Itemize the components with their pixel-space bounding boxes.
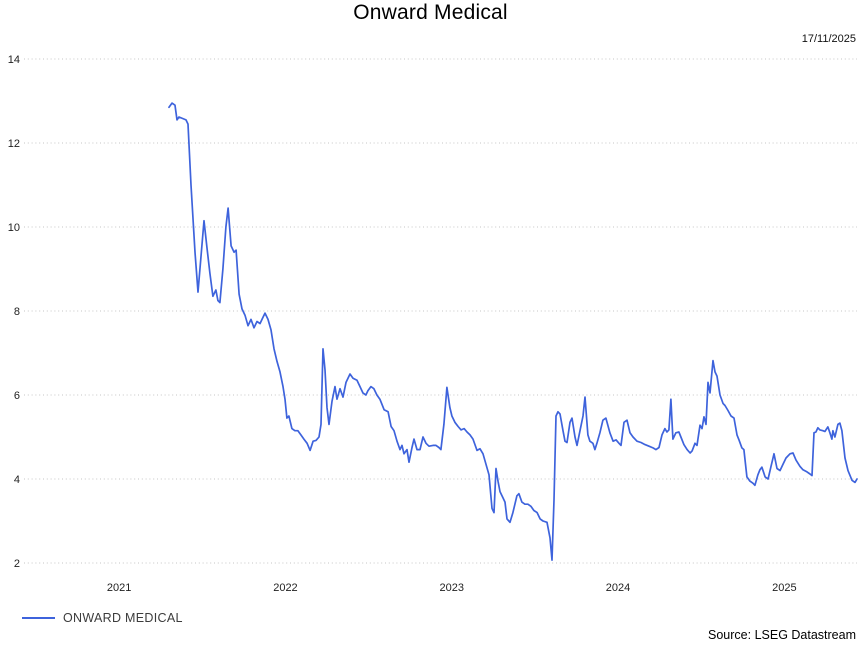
- legend: ONWARD MEDICAL: [22, 611, 183, 625]
- y-tick-label: 12: [8, 138, 20, 150]
- y-tick-label: 4: [14, 474, 20, 486]
- x-tick-label: 2024: [606, 582, 630, 594]
- chart-title: Onward Medical: [353, 1, 508, 24]
- y-tick-label: 6: [14, 390, 20, 402]
- y-tick-label: 8: [14, 306, 20, 318]
- legend-line-swatch: [22, 617, 55, 619]
- y-tick-label: 14: [8, 54, 20, 66]
- x-tick-label: 2023: [440, 582, 464, 594]
- price-line: [168, 102, 858, 561]
- x-tick-label: 2021: [107, 582, 131, 594]
- legend-series-label: ONWARD MEDICAL: [63, 611, 183, 625]
- x-tick-label: 2025: [772, 582, 796, 594]
- x-tick-label: 2022: [273, 582, 297, 594]
- source-attribution: Source: LSEG Datastream: [708, 628, 856, 642]
- as-of-date: 17/11/2025: [801, 33, 856, 45]
- y-tick-label: 10: [8, 222, 20, 234]
- y-tick-label: 2: [14, 558, 20, 570]
